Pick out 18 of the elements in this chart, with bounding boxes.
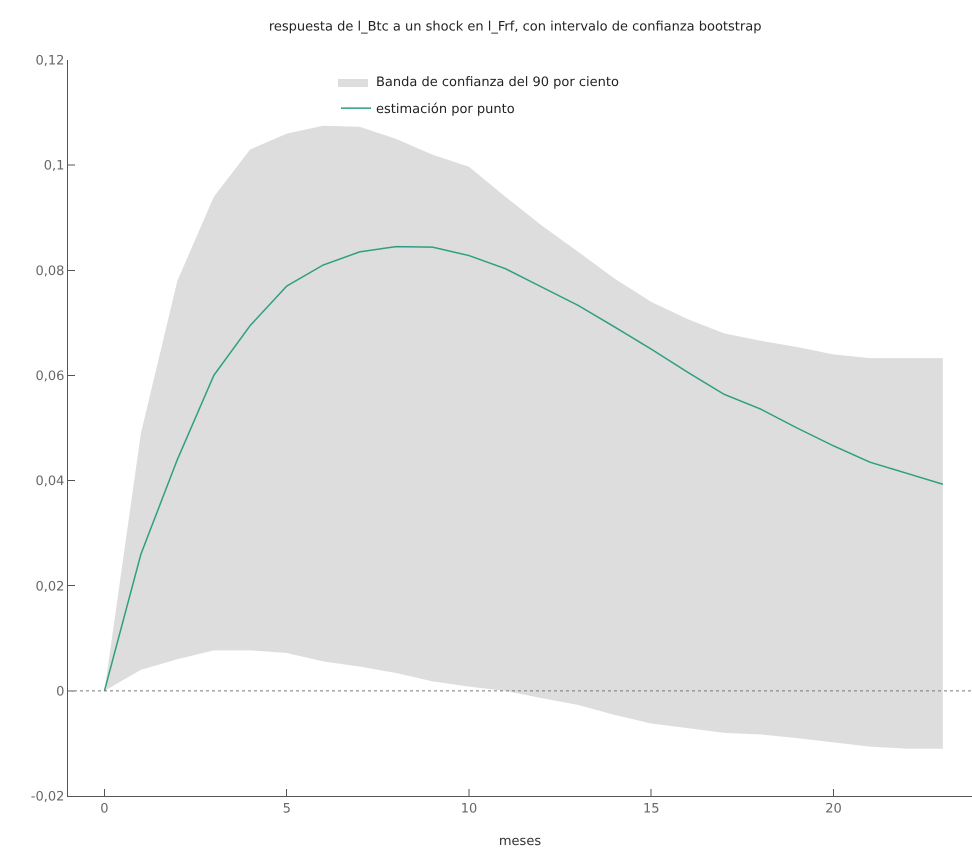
line-series (104, 246, 944, 692)
chart-title: respuesta de l_Btc a un shock en l_Frf, con intervalo de confianza bootstrap (268, 20, 762, 35)
x-tick-label: 15 (642, 802, 660, 817)
y-tick-label: 0 (56, 684, 64, 700)
x-tick-label: 20 (825, 802, 842, 817)
y-tick-label: 0,12 (35, 54, 64, 69)
y-tick-label: 0,06 (35, 368, 64, 384)
y-tick-label: 0,04 (35, 474, 64, 490)
y-tick-label: -0,02 (30, 790, 64, 805)
x-axis-title: meses (498, 834, 542, 850)
y-tick-label: 0,1 (44, 158, 64, 174)
x-tick-label: 0 (100, 802, 109, 817)
x-tick-label: 10 (460, 802, 478, 817)
legend-label: estimación por punto (376, 102, 515, 118)
annotation: Banda de confianza del 90 por ciento (376, 75, 619, 90)
x-tick-label: 5 (282, 802, 291, 817)
y-tick-label: 0,02 (35, 579, 64, 594)
y-tick-label: 0,08 (35, 264, 64, 279)
